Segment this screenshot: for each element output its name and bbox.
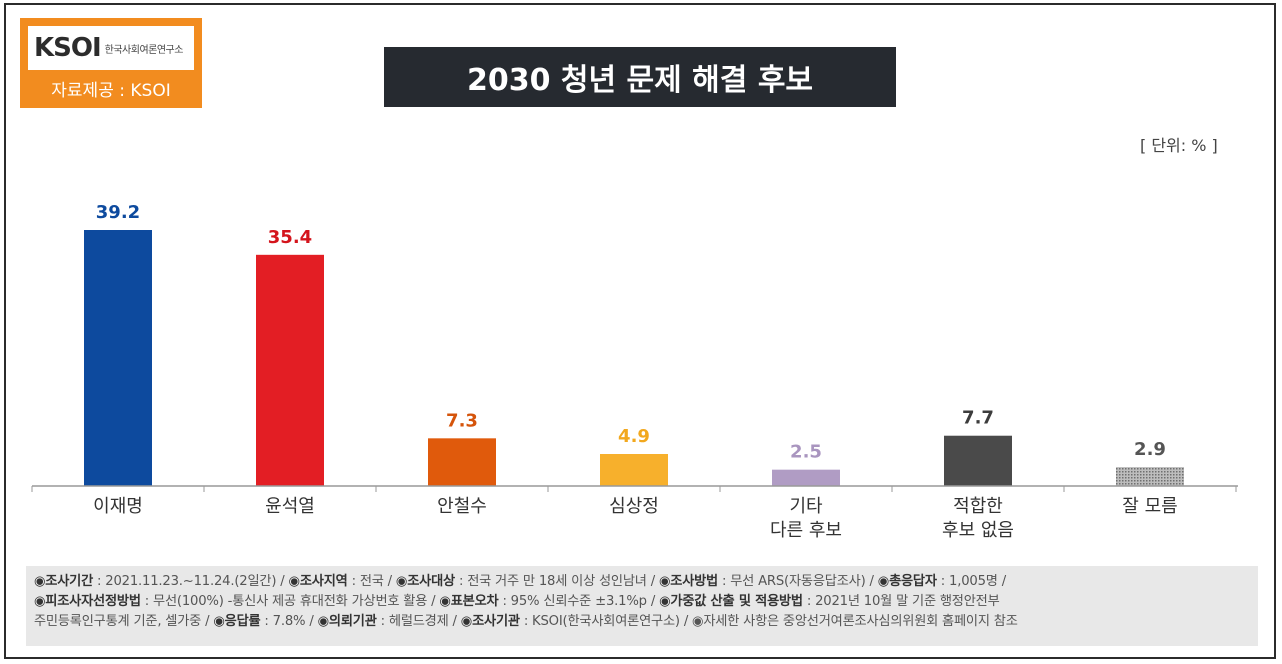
- footer-line-1: ◉조사기간 : 2021.11.23.~11.24.(2일간) / ◉조사지역 …: [34, 572, 1250, 592]
- footer-value: : KSOI(한국사회여론연구소) / ◉자세한 사항은 중앙선거여론조사심의위…: [519, 614, 1018, 629]
- bar-7: [1116, 467, 1184, 486]
- footer-line-3: 주민등록인구통계 기준, 셀가중 / ◉응답률 : 7.8% / ◉의뢰기관 :…: [34, 612, 1250, 632]
- footer-key: ◉피조사자선정방법: [34, 594, 141, 609]
- footer-key: ◉조사지역: [288, 574, 348, 589]
- category-label: 안철수: [437, 496, 487, 517]
- footer-value: : 7.8% /: [260, 614, 318, 629]
- bar-value-label: 4.9: [618, 426, 650, 447]
- category-label: 후보 없음: [942, 520, 1014, 541]
- category-label: 윤석열: [265, 496, 315, 517]
- footer-value: : 2021.11.23.~11.24.(2일간) /: [93, 574, 289, 589]
- footer-key: ◉표본오차: [439, 594, 499, 609]
- footer-value: : 전국 /: [347, 574, 396, 589]
- bar-2: [256, 254, 324, 486]
- footer-value: : 무선 ARS(자동응답조사) /: [718, 574, 878, 589]
- chart-frame: [4, 3, 1276, 659]
- bar-5: [772, 469, 840, 486]
- data-source-label: 자료제공 : KSOI: [51, 81, 171, 101]
- bar-value-label: 7.3: [446, 410, 478, 431]
- footer-key: ◉총응답자: [877, 574, 937, 589]
- category-label: 적합한: [953, 496, 1003, 517]
- ksoi-logo: KSOI 한국사회여론연구소: [28, 26, 194, 70]
- footer-line-2: ◉피조사자선정방법 : 무선(100%) -통신사 제공 휴대전화 가상번호 활…: [34, 592, 1250, 612]
- bar-4: [600, 454, 668, 486]
- category-label: 잘 모름: [1122, 496, 1177, 517]
- bar-3: [428, 438, 496, 486]
- bar-value-label: 2.5: [790, 442, 822, 463]
- footer-key: ◉조사방법: [658, 574, 718, 589]
- footer-value: : 무선(100%) -통신사 제공 휴대전화 가상번호 활용 /: [140, 594, 440, 609]
- footer-value: : 헤럴드경제 /: [376, 614, 461, 629]
- footer-key: ◉조사기간: [34, 574, 94, 589]
- survey-info-footer: ◉조사기간 : 2021.11.23.~11.24.(2일간) / ◉조사지역 …: [26, 566, 1258, 646]
- bar-1: [84, 230, 152, 486]
- footer-value: : 2021년 10월 말 기준 행정안전부: [802, 594, 1000, 609]
- footer-key: ◉조사기관: [460, 614, 520, 629]
- ksoi-logo-panel: KSOI 한국사회여론연구소 자료제공 : KSOI: [20, 18, 202, 108]
- category-label: 다른 후보: [770, 520, 842, 541]
- unit-label: [ 단위: % ]: [1140, 136, 1218, 155]
- bar-value-label: 35.4: [268, 227, 312, 248]
- category-label: 심상정: [609, 496, 659, 517]
- category-label: 기타: [789, 496, 823, 517]
- footer-value: : 95% 신뢰수준 ±3.1%p /: [498, 594, 660, 609]
- bar-value-label: 39.2: [96, 202, 140, 223]
- bar-value-label: 7.7: [962, 408, 994, 429]
- logo-subtitle: 한국사회여론연구소: [104, 44, 184, 56]
- footer-key: ◉조사대상: [395, 574, 455, 589]
- footer-key: ◉가중값 산출 및 적용방법: [659, 594, 803, 609]
- chart-title: 2030 청년 문제 해결 후보: [384, 47, 896, 107]
- footer-value: 주민등록인구통계 기준, 셀가중 /: [34, 614, 214, 629]
- footer-key: ◉의뢰기관: [317, 614, 377, 629]
- footer-key: ◉응답률: [213, 614, 261, 629]
- footer-value: : 전국 거주 만 18세 이상 성인남녀 /: [454, 574, 659, 589]
- bar-6: [944, 435, 1012, 486]
- bar-value-label: 2.9: [1134, 439, 1166, 460]
- logo-mark: KSOI: [34, 33, 102, 63]
- category-label: 이재명: [93, 496, 143, 517]
- footer-value: : 1,005명 /: [936, 574, 1006, 589]
